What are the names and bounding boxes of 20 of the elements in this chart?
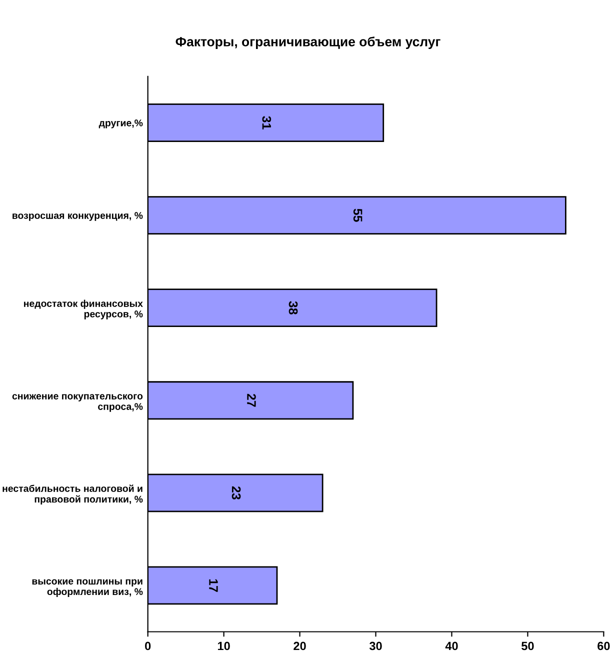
data-label: 17 xyxy=(209,579,218,592)
data-label: 31 xyxy=(262,116,272,130)
x-tick-label: 20 xyxy=(294,642,306,650)
data-label: 38 xyxy=(288,301,298,314)
x-tick-label: 10 xyxy=(218,642,230,650)
x-tick-label: 60 xyxy=(598,642,610,650)
x-tick-label: 50 xyxy=(522,642,534,650)
y-tick-label: недостаток финансовых ресурсов, % xyxy=(24,300,143,320)
x-tick-label: 40 xyxy=(445,642,458,650)
y-tick-label: высокие пошлины при оформлении виз, % xyxy=(32,579,143,597)
y-tick-label: снижение покупательского спроса,% xyxy=(12,394,143,412)
x-tick-label: 0 xyxy=(145,642,151,650)
data-label: 27 xyxy=(247,394,256,407)
x-tick-label: 30 xyxy=(369,642,382,650)
chart-title: Факторы, ограничивающие объем услуг xyxy=(176,36,440,49)
data-label: 55 xyxy=(353,208,362,222)
y-tick-label: возросшая конкуренция, % xyxy=(12,212,143,221)
data-label: 23 xyxy=(232,486,241,500)
y-tick-label: нестабильность налоговой и правовой политики, % xyxy=(2,484,143,505)
y-tick-label: другие,% xyxy=(98,120,143,128)
